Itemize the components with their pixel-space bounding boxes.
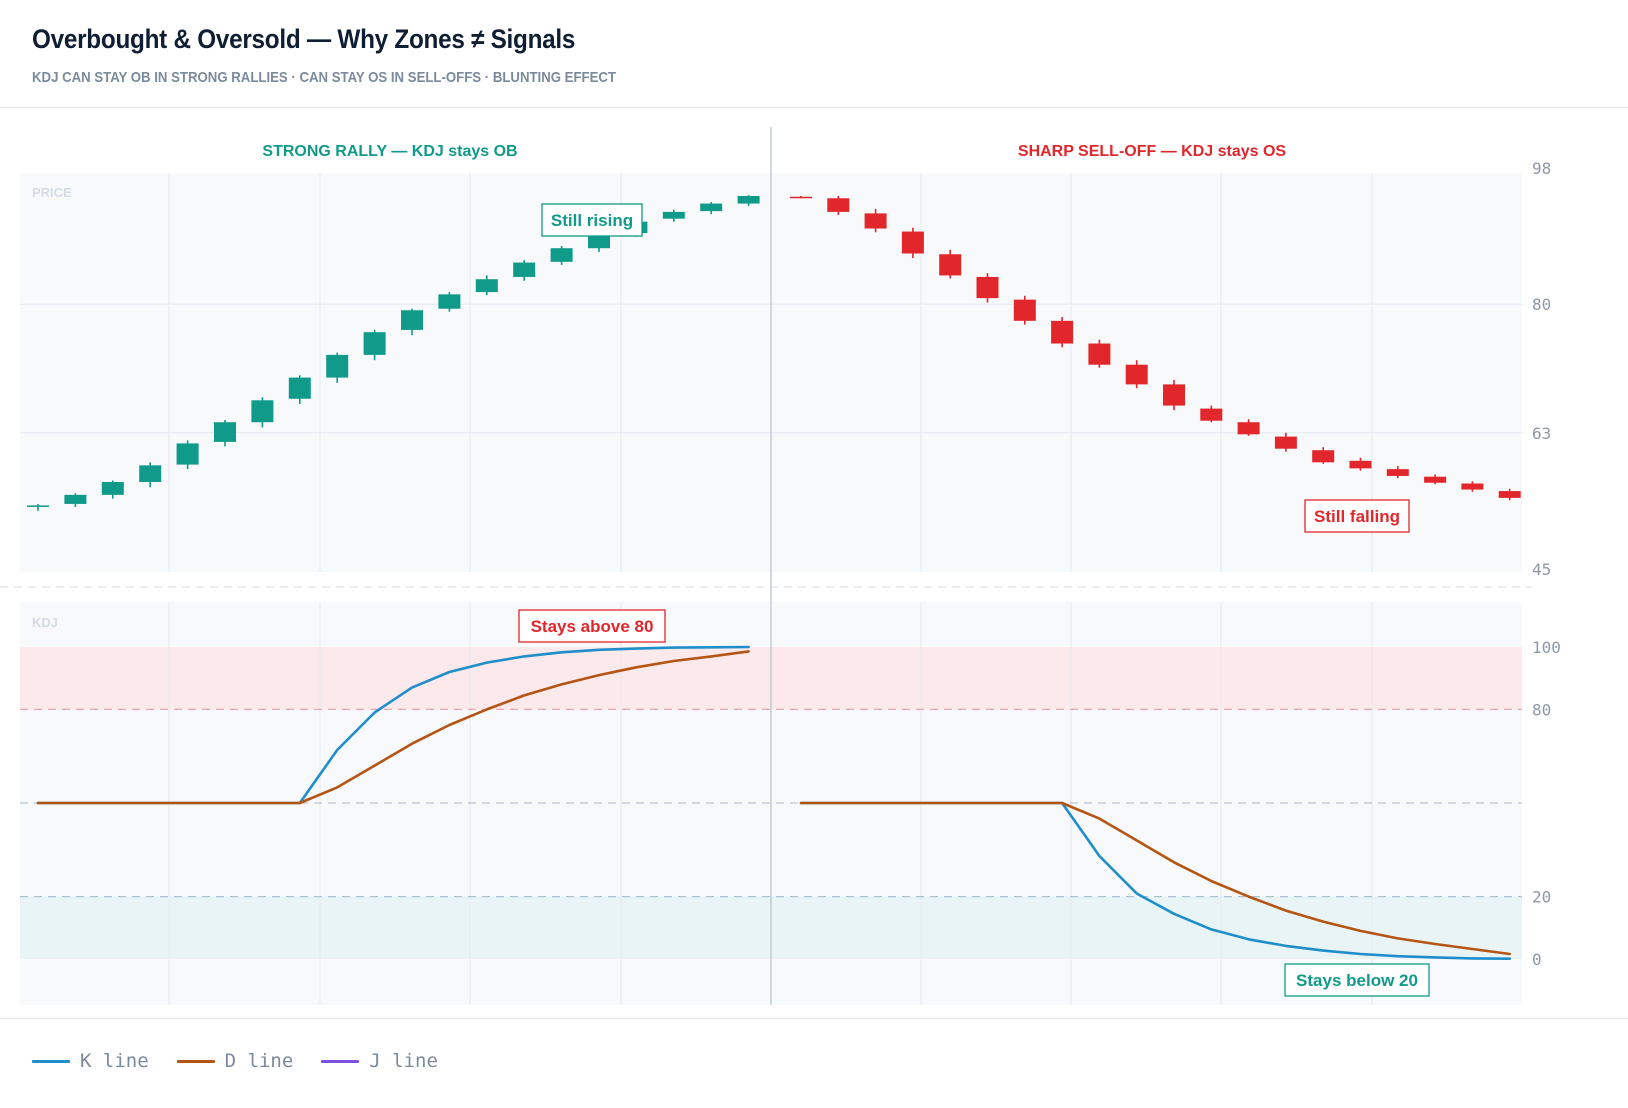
candle-body — [901, 231, 924, 254]
legend-item-k: K line — [32, 1050, 149, 1072]
price-y-tick-label: 45 — [1532, 560, 1551, 579]
d-line-selloff — [799, 801, 1511, 956]
candle-body — [1349, 460, 1372, 469]
candle-body — [1312, 450, 1335, 463]
candle-body — [790, 196, 812, 199]
price-y-tick-label: 63 — [1532, 424, 1551, 443]
kdj-zones-chart: STRONG RALLY — KDJ stays OB SHARP SELL-OF… — [0, 127, 1561, 1005]
legend-swatch-j — [321, 1059, 360, 1063]
candle-body — [475, 279, 498, 293]
annotation-still-falling-text: Still falling — [1314, 507, 1400, 526]
candle-body — [1237, 422, 1260, 435]
candle-body — [1274, 436, 1297, 449]
legend-divider — [0, 1018, 1628, 1019]
legend: K line D line J line — [32, 1046, 438, 1076]
price-panel-label: PRICE — [32, 185, 72, 200]
candle-body — [1200, 408, 1223, 421]
candle-body — [27, 505, 49, 507]
candle-body — [1163, 384, 1185, 406]
kdj-panel-label: KDJ — [32, 615, 58, 630]
price-y-tick-label: 98 — [1532, 159, 1551, 178]
candle-body — [550, 248, 573, 262]
kdj-y-tick-label: 100 — [1532, 638, 1561, 657]
y-ticks: 98 80 63 45 100 80 20 0 — [1532, 159, 1561, 969]
annotation-still-falling: Still falling — [1304, 499, 1410, 533]
d-line-rally — [36, 650, 750, 805]
candle-body — [176, 443, 199, 465]
candle-body — [1051, 320, 1074, 344]
annotation-stays-below-20-text: Stays below 20 — [1296, 971, 1418, 990]
kdj-y-tick-label: 0 — [1532, 950, 1542, 969]
annotation-stays-above-80-box — [518, 609, 666, 643]
rally-section-title: STRONG RALLY — KDJ stays OB — [262, 143, 517, 160]
candle-body — [737, 195, 760, 204]
candle-body — [864, 213, 887, 229]
candle-body — [513, 262, 536, 277]
annotation-stays-above-80-text: Stays above 80 — [531, 617, 654, 636]
annotation-stays-below-20: Stays below 20 — [1284, 963, 1430, 997]
candle-body — [1424, 476, 1447, 483]
candle-body — [827, 198, 850, 212]
annotation-still-rising-box — [541, 203, 643, 237]
candle-body — [1498, 491, 1521, 498]
chart-subtitle: KDJ CAN STAY OB IN STRONG RALLIES · CAN … — [32, 69, 617, 86]
annotation-stays-above-80: Stays above 80 — [518, 609, 666, 643]
candle-body — [588, 233, 610, 249]
candle-body — [438, 294, 461, 309]
candle-body — [214, 422, 236, 442]
rally-candles — [27, 195, 760, 511]
candle-body — [1125, 364, 1148, 385]
candle-body — [101, 481, 124, 495]
chart-header: Overbought & Oversold — Why Zones ≠ Sign… — [0, 0, 1628, 108]
candle-body — [288, 377, 311, 399]
candle-body — [64, 494, 87, 504]
candle-body — [1013, 299, 1036, 321]
candle-body — [1088, 343, 1111, 365]
candle-body — [1461, 483, 1484, 490]
kdj-y-tick-label: 20 — [1532, 888, 1551, 907]
candle-body — [976, 276, 999, 299]
candle-body — [401, 310, 423, 330]
candle-body — [139, 465, 162, 482]
legend-item-d: D line — [176, 1050, 294, 1072]
legend-swatch-k — [32, 1059, 70, 1063]
legend-label-d: D line — [224, 1050, 294, 1072]
candle-body — [700, 203, 723, 212]
legend-item-j: J line — [321, 1050, 438, 1072]
candle-body — [662, 211, 685, 219]
selloff-candles — [790, 195, 1521, 501]
candle-body — [326, 354, 349, 378]
candle-body — [939, 254, 962, 276]
annotation-still-rising: Still rising — [541, 203, 643, 237]
selloff-section-title: SHARP SELL-OFF — KDJ stays OS — [1018, 143, 1287, 160]
legend-label-k: K line — [80, 1050, 149, 1072]
kdj-y-tick-label: 80 — [1532, 700, 1551, 719]
chart-title: Overbought & Oversold — Why Zones ≠ Sign… — [32, 24, 576, 54]
legend-swatch-d — [176, 1059, 215, 1063]
candle-body — [363, 332, 386, 355]
price-y-tick-label: 80 — [1532, 295, 1551, 314]
annotation-stays-below-20-box — [1284, 963, 1430, 997]
legend-label-j: J line — [369, 1050, 438, 1072]
candle-body — [251, 400, 274, 423]
annotation-still-falling-box — [1304, 499, 1410, 533]
annotation-still-rising-text: Still rising — [551, 211, 633, 230]
candle-body — [1386, 469, 1409, 476]
